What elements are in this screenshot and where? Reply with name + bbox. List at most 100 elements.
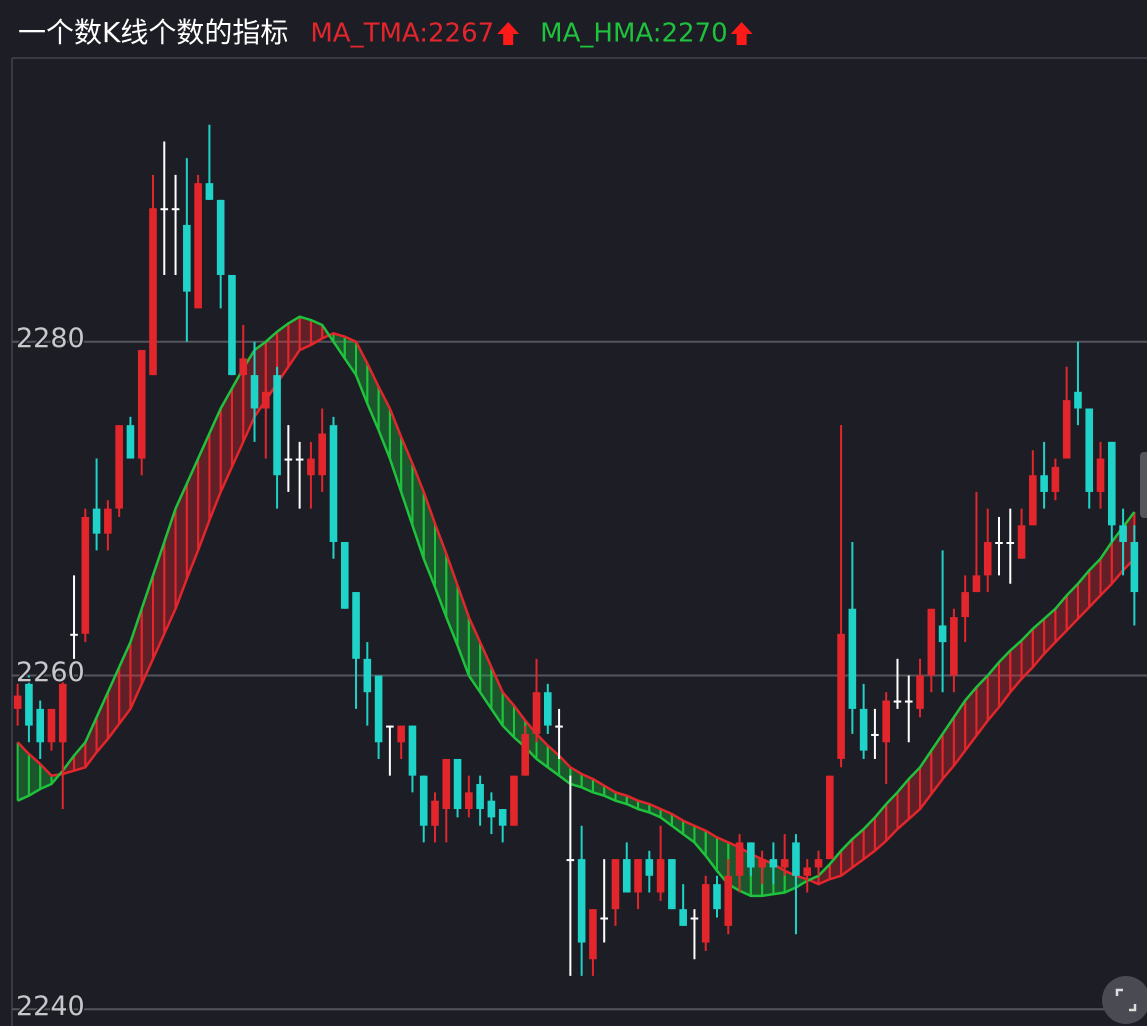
candle-body <box>318 433 326 476</box>
candle-body <box>284 458 293 461</box>
candle-body <box>329 425 338 542</box>
candle-body <box>340 542 349 609</box>
band-fill <box>220 388 232 492</box>
band-fill <box>107 667 120 739</box>
band-fill <box>186 458 199 579</box>
band-fill <box>164 508 176 634</box>
band-fill <box>40 763 52 790</box>
candle-body <box>1119 525 1127 542</box>
candle-body <box>1006 542 1015 544</box>
candle-body <box>927 608 936 676</box>
candle-body <box>1062 400 1071 459</box>
candle-body <box>510 775 518 826</box>
candle-body <box>1108 441 1116 526</box>
candle-body <box>634 859 642 893</box>
band-fill <box>153 542 165 659</box>
band-fill <box>28 753 41 796</box>
candle-body <box>498 809 507 826</box>
candle-body <box>859 708 868 751</box>
candle-body <box>194 183 202 309</box>
candle-body <box>295 458 304 461</box>
candle-body <box>126 425 135 459</box>
legend-arrow <box>497 22 520 45</box>
band-fill <box>942 717 954 779</box>
band-fill <box>1089 558 1101 608</box>
band-fill <box>96 692 108 753</box>
candle-body <box>701 884 710 943</box>
candle-body <box>871 733 879 736</box>
band-fill <box>1044 608 1056 654</box>
band-fill <box>480 642 492 709</box>
candle-body <box>205 183 214 200</box>
candle-body <box>893 700 902 703</box>
band-fill <box>886 792 898 841</box>
candle-body <box>419 775 428 826</box>
candle-body <box>13 695 22 709</box>
candle-body <box>352 592 360 659</box>
candle-body <box>183 224 191 292</box>
band-fill <box>965 687 977 751</box>
candle-body <box>137 350 146 459</box>
candle-body <box>92 508 101 534</box>
band-fill <box>209 408 221 521</box>
band-fill <box>829 850 842 880</box>
band-fill <box>897 778 909 830</box>
band-fill <box>1032 618 1045 668</box>
candle-body <box>780 859 789 868</box>
candle-body <box>961 592 969 618</box>
candle-body <box>837 633 845 759</box>
candle-body <box>431 800 439 826</box>
candle-body <box>544 692 552 726</box>
band-fill <box>999 650 1011 708</box>
y-tick-label: 2280 <box>16 323 85 354</box>
candle-body <box>1085 408 1094 492</box>
candle-body <box>950 617 958 676</box>
candle-body <box>803 867 812 876</box>
band-fill <box>1066 583 1078 631</box>
band-fill <box>626 795 639 810</box>
band-fill <box>277 323 289 384</box>
band-fill <box>536 733 548 768</box>
ma-line <box>17 315 1136 898</box>
band-fill <box>231 368 244 467</box>
legend-arrow <box>730 22 753 45</box>
candle-body <box>465 792 473 810</box>
candle-body <box>995 542 1003 544</box>
expand-icon <box>1115 988 1137 1012</box>
candle-body <box>476 784 484 810</box>
candle-body <box>713 884 721 910</box>
band-fill <box>17 742 29 801</box>
candle-body <box>769 859 778 868</box>
candle-body <box>442 758 451 810</box>
band-fill <box>367 363 379 431</box>
chart-title: 一个数K线个数的指标 <box>18 16 288 49</box>
candle-body <box>262 391 270 409</box>
band-fill <box>953 700 966 766</box>
candle-body <box>374 675 383 743</box>
candle-body <box>724 875 733 926</box>
scroll-handle[interactable] <box>1140 452 1147 518</box>
candle-body <box>115 425 123 509</box>
candle-body <box>487 800 496 818</box>
candle-body <box>250 375 259 409</box>
band-fill <box>198 433 210 551</box>
candle-body <box>149 208 157 376</box>
expand-button[interactable] <box>1102 976 1147 1024</box>
candle-body <box>1017 525 1026 559</box>
candle-body <box>58 683 67 743</box>
band-fill <box>74 742 86 771</box>
candle-body <box>521 733 530 776</box>
candle-body <box>645 859 654 876</box>
band-fill <box>908 767 921 820</box>
candle-body <box>25 683 33 726</box>
candle-body <box>239 358 248 376</box>
candle-body <box>938 625 947 643</box>
candle-body <box>747 842 755 868</box>
y-tick-label: 2240 <box>16 991 85 1022</box>
candle-body <box>1096 458 1105 492</box>
candle-body <box>668 859 676 910</box>
band-fill <box>389 408 402 492</box>
candle-body <box>386 725 394 728</box>
candle-body <box>589 909 597 960</box>
